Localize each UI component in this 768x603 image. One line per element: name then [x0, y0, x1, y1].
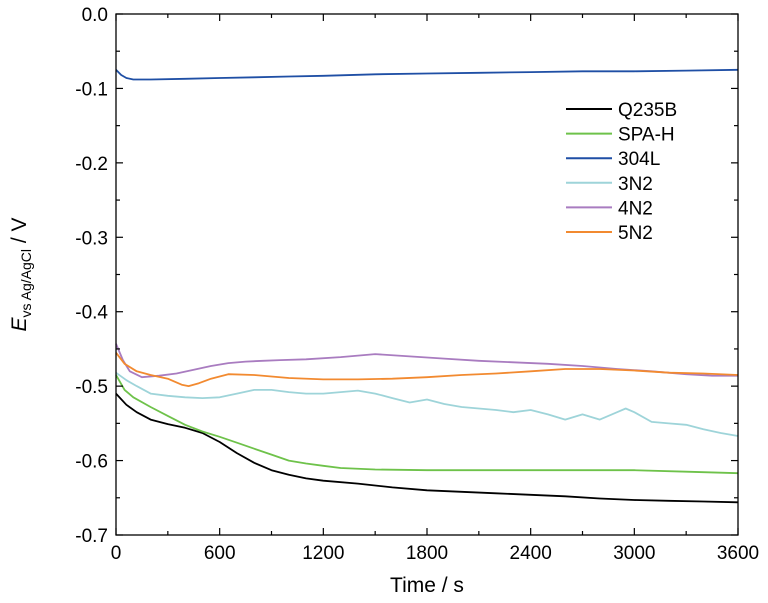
- x-tick-label: 3600: [717, 543, 759, 564]
- x-tick-label: 0: [111, 543, 122, 564]
- x-tick-label: 600: [204, 543, 236, 564]
- y-axis-title-unit: / V: [8, 217, 31, 249]
- x-tick-label: 1200: [302, 543, 344, 564]
- y-tick-label: -0.6: [75, 452, 108, 473]
- y-tick-label: -0.2: [75, 154, 108, 175]
- legend-label: 304L: [618, 149, 660, 170]
- series-line-q235b: [115, 392, 739, 504]
- series-line-spa-h: [115, 374, 739, 475]
- series-line-4n2: [115, 343, 738, 379]
- legend-label: Q235B: [618, 100, 677, 121]
- legend-label: 5N2: [618, 223, 653, 244]
- x-axis-title: Time / s: [390, 574, 464, 597]
- axis-ticks: [115, 13, 739, 536]
- series-line-3n2: [115, 371, 739, 437]
- y-tick-label: -0.3: [75, 228, 108, 249]
- x-tick-label: 3000: [613, 543, 655, 564]
- y-tick-label: -0.4: [75, 303, 108, 324]
- series-line-304l: [115, 68, 739, 81]
- y-tick-label: -0.5: [75, 377, 108, 398]
- y-tick-label: 0.0: [82, 5, 108, 26]
- axes-frame: [115, 13, 739, 536]
- x-tick-label: 2400: [510, 543, 552, 564]
- y-axis-title-symbol: E: [8, 317, 31, 332]
- legend: Q235B SPA-H 304L 3N2 4N2 5N2: [566, 100, 677, 244]
- y-tick-label: -0.7: [75, 526, 108, 547]
- y-axis-title: Evs Ag/AgCl / V: [8, 217, 34, 331]
- y-tick-label: -0.1: [75, 79, 108, 100]
- legend-label: 4N2: [618, 198, 653, 219]
- tick-labels: 0 600 1200 1800 2400 3000 3600 0.0 -0.1 -0.2 -0.3 -…: [75, 5, 759, 564]
- series-line-5n2: [115, 352, 739, 387]
- y-axis-title-subscript: vs Ag/AgCl: [18, 249, 34, 317]
- legend-label: 3N2: [618, 174, 653, 195]
- plot-lines: [115, 68, 739, 504]
- legend-label: SPA-H: [618, 125, 675, 146]
- x-tick-label: 1800: [406, 543, 448, 564]
